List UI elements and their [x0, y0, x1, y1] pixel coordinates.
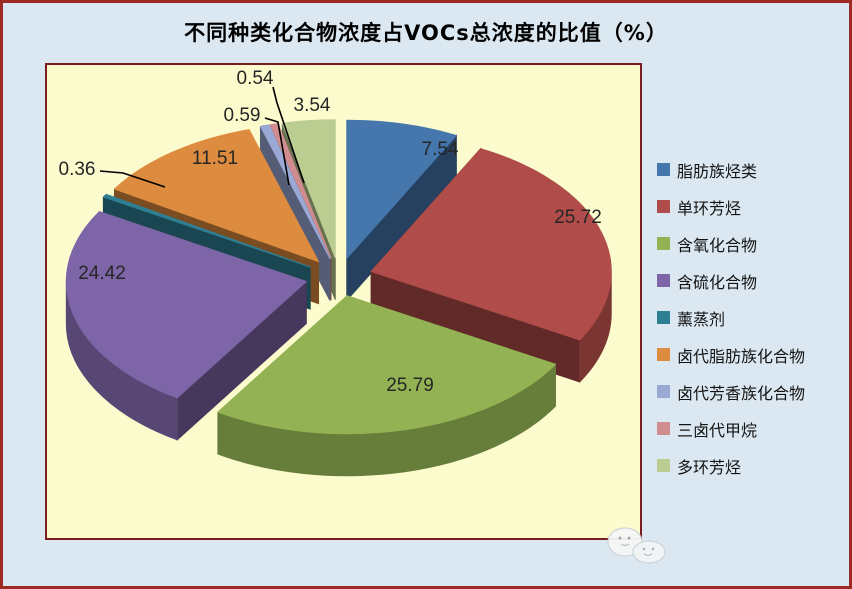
- legend-item: 薰蒸剂: [657, 299, 847, 336]
- legend-label: 卤代脂肪族化合物: [677, 348, 806, 366]
- pie-slice: [346, 119, 457, 259]
- label-leader-line: [272, 86, 305, 184]
- legend-item: 含氧化合物: [657, 225, 847, 262]
- legend-label: 含氧化合物: [677, 237, 758, 255]
- legend-swatch-icon: [657, 163, 670, 176]
- legend-swatch-icon: [657, 459, 670, 472]
- slice-value-label: 25.72: [554, 207, 602, 228]
- slice-value-label: 25.79: [386, 375, 434, 396]
- pie-slice: [259, 124, 331, 259]
- legend-swatch-icon: [657, 237, 670, 250]
- legend-label: 含硫化合物: [677, 274, 758, 292]
- pie-slice: [281, 119, 336, 259]
- slice-value-label: 3.54: [294, 95, 331, 116]
- slice-value-label: 7.54: [422, 139, 459, 160]
- legend-swatch-icon: [657, 200, 670, 213]
- legend-item: 多环芳烃: [657, 447, 847, 484]
- slice-value-label: 24.42: [78, 263, 126, 284]
- legend-label: 单环芳烃: [677, 200, 742, 218]
- legend-label: 卤代芳香族化合物: [677, 385, 806, 403]
- legend-item: 卤代芳香族化合物: [657, 373, 847, 410]
- legend-item: 三卤代甲烷: [657, 410, 847, 447]
- pie-slice: [370, 148, 612, 341]
- legend-item: 卤代脂肪族化合物: [657, 336, 847, 373]
- pie-chart: 7.54 25.72 25.79 24.42 0.36 11.51 0.59 0.54 3.54: [59, 68, 612, 477]
- legend-item: 含硫化合物: [657, 262, 847, 299]
- legend-label: 多环芳烃: [677, 459, 742, 477]
- slice-value-label: 0.54: [237, 68, 274, 89]
- legend-swatch-icon: [657, 422, 670, 435]
- pie-slice: [113, 129, 320, 263]
- legend-swatch-icon: [657, 348, 670, 361]
- slice-value-label: 11.51: [192, 148, 238, 169]
- legend-item: 脂肪族烃类: [657, 151, 847, 188]
- slice-value-label: 0.36: [59, 159, 96, 180]
- legend-swatch-icon: [657, 385, 670, 398]
- pie-slice: [217, 295, 556, 435]
- watermark-clouds-icon: [607, 527, 666, 564]
- label-leader-line: [264, 117, 290, 186]
- legend-label: 三卤代甲烷: [677, 422, 758, 440]
- legend-label: 薰蒸剂: [677, 311, 726, 329]
- legend-swatch-icon: [657, 274, 670, 287]
- label-leader-line: [99, 170, 166, 188]
- slice-value-label: 0.59: [224, 105, 261, 126]
- pie-slice: [65, 211, 307, 399]
- legend-item: 单环芳烃: [657, 188, 847, 225]
- legend: 脂肪族烃类单环芳烃含氧化合物含硫化合物薰蒸剂卤代脂肪族化合物 卤代芳香族化合物 三卤…: [657, 151, 847, 484]
- plot-area: 7.54 25.72 25.79 24.42 0.36 11.51 0.59 0.54 3.54: [45, 63, 642, 540]
- legend-swatch-icon: [657, 311, 670, 324]
- legend-label: 脂肪族烃类: [677, 163, 758, 181]
- chart-title: 不同种类化合物浓度占VOCs总浓度的比值（%）: [184, 21, 668, 45]
- pie-slice: [102, 193, 311, 268]
